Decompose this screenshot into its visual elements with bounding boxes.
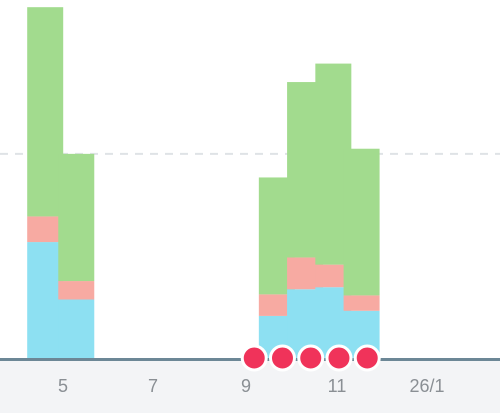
bar-segment-middle <box>27 216 64 243</box>
x-tick-label: 11 <box>328 376 347 396</box>
bar-segment-bottom <box>27 242 64 359</box>
marker-dot[interactable] <box>297 344 325 372</box>
x-tick-label: 26/1 <box>409 376 444 396</box>
x-tick-labels: 5 7 9 11 26/1 <box>58 376 445 396</box>
bar-segment-middle <box>258 294 295 316</box>
bar-segment-middle <box>343 295 380 311</box>
markers <box>240 344 381 372</box>
bar-segment-top <box>58 153 95 282</box>
bars <box>27 7 380 359</box>
x-tick-label: 7 <box>148 376 158 396</box>
marker-dot[interactable] <box>240 344 268 372</box>
x-tick-label: 5 <box>58 376 68 396</box>
marker-dot[interactable] <box>353 344 381 372</box>
marker-dot[interactable] <box>325 344 353 372</box>
bar-stack <box>343 148 380 359</box>
bar-segment-middle <box>315 264 352 288</box>
bar-segment-middle <box>58 281 95 300</box>
x-tick-label: 9 <box>241 376 251 396</box>
marker-dot[interactable] <box>268 344 296 372</box>
bar-stack <box>58 153 95 359</box>
bar-segment-top <box>27 7 64 217</box>
bar-segment-top <box>343 148 380 296</box>
bar-stack <box>27 7 64 359</box>
bar-segment-bottom <box>58 299 95 359</box>
